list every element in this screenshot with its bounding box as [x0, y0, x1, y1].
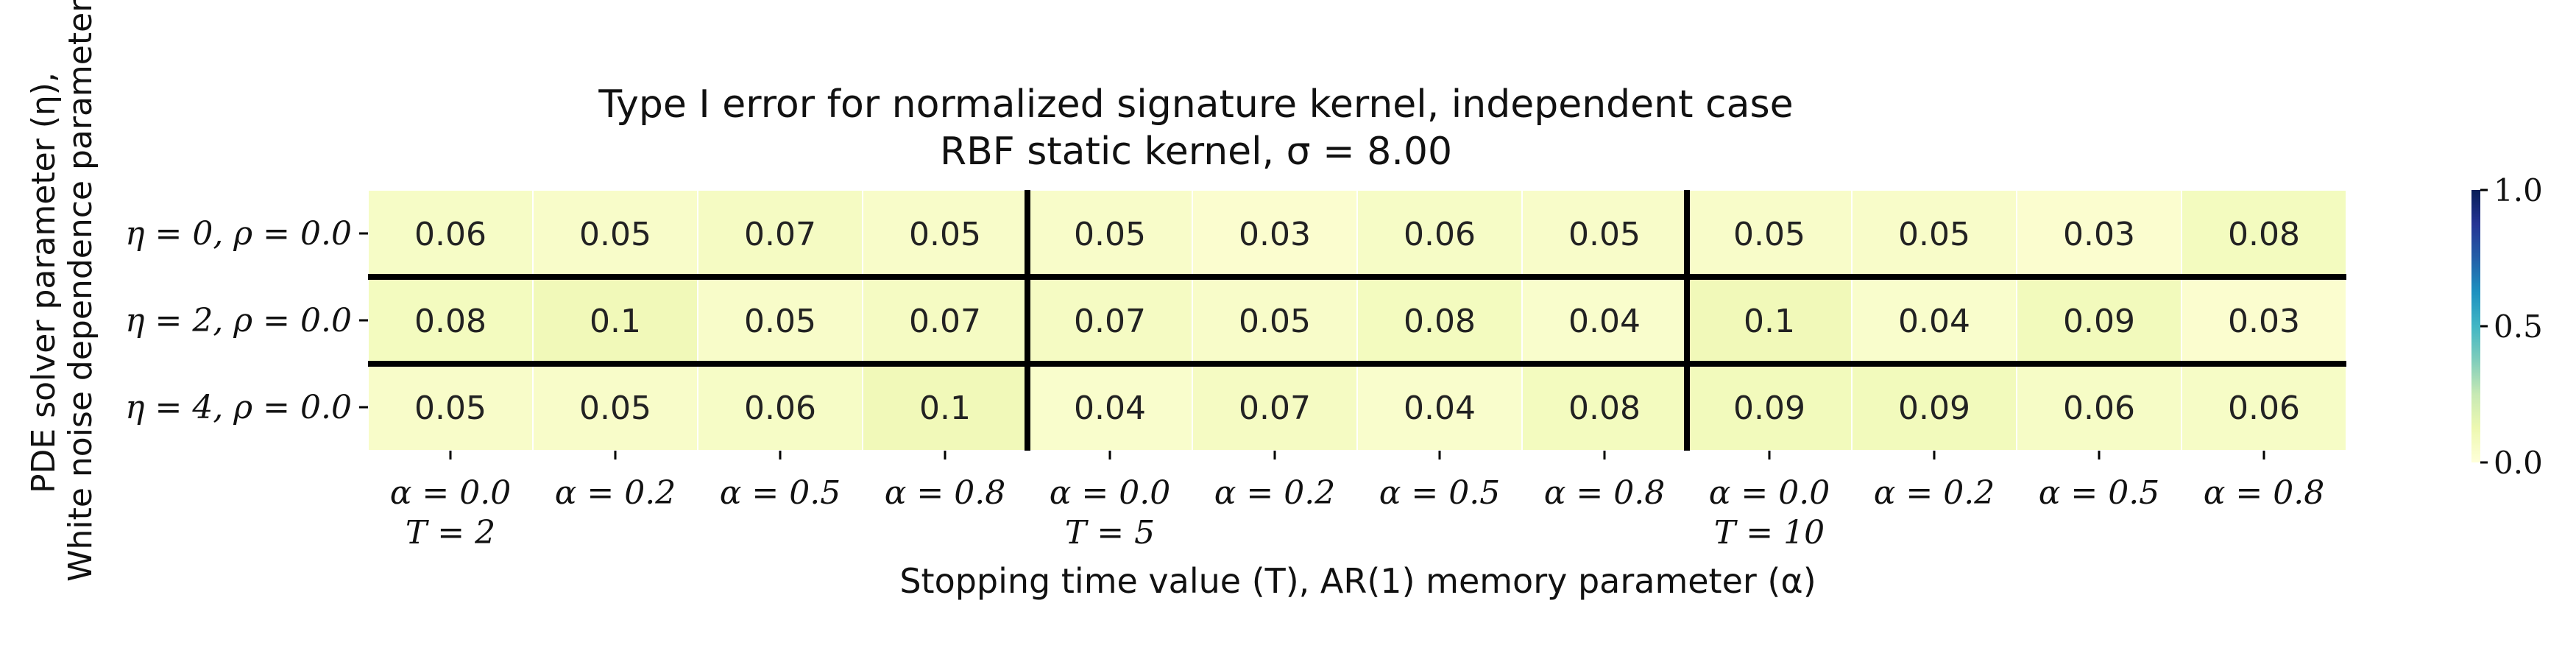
cell-value-label: 0.08	[1568, 390, 1641, 427]
cell-value-label: 0.08	[2228, 216, 2300, 253]
cell-value-label: 0.1	[590, 303, 641, 340]
cell-value-label: 0.05	[1898, 216, 1970, 253]
cell-value-label: 0.04	[1898, 303, 1970, 340]
col-alpha-label: α = 0.2	[555, 474, 676, 512]
cell-value-label: 0.09	[2063, 303, 2135, 340]
col-alpha-label: α = 0.8	[885, 474, 1006, 512]
cell-value-label: 0.06	[2228, 390, 2300, 427]
heatmap-cell	[1686, 363, 1853, 451]
cell-value-label: 0.06	[414, 216, 486, 253]
cell-value-label: 0.04	[1568, 303, 1641, 340]
heatmap-cell	[1192, 189, 1358, 278]
cell-value-label: 0.09	[1898, 390, 1970, 427]
row-label: η = 0, ρ = 0.0	[125, 215, 352, 253]
cell-value-label: 0.09	[1733, 390, 1805, 427]
chart-subtitle: RBF static kernel, σ = 8.00	[939, 130, 1453, 174]
col-alpha-label: α = 0.5	[720, 474, 841, 512]
cell-value-label: 0.03	[1239, 216, 1311, 253]
heatmap-cell	[862, 276, 1028, 364]
row-label: η = 4, ρ = 0.0	[125, 389, 352, 426]
cell-value-label: 0.04	[1404, 390, 1476, 427]
cell-value-label: 0.04	[1074, 390, 1146, 427]
row-label: η = 2, ρ = 0.0	[125, 302, 352, 339]
cell-value-label: 0.03	[2063, 216, 2135, 253]
cell-value-label: 0.06	[1404, 216, 1476, 253]
chart-title: Type I error for normalized signature ke…	[598, 82, 1794, 127]
cell-value-label: 0.08	[414, 303, 486, 340]
cell-value-label: 0.1	[919, 390, 971, 427]
cell-value-label: 0.05	[1074, 216, 1146, 253]
cell-value-label: 0.07	[1239, 390, 1311, 427]
cell-value-label: 0.05	[909, 216, 981, 253]
cell-value-label: 0.05	[579, 216, 651, 253]
col-alpha-label: α = 0.0	[1709, 474, 1830, 512]
colorbar-tick-label: 0.5	[2494, 309, 2543, 345]
col-alpha-label: α = 0.8	[1544, 474, 1666, 512]
heatmap-cell	[1686, 276, 1853, 364]
heatmap-cell	[1192, 276, 1358, 364]
cell-value-label: 0.05	[414, 390, 486, 427]
heatmap-cell	[1356, 189, 1523, 278]
heatmap-cell	[367, 363, 534, 451]
cell-value-label: 0.07	[744, 216, 816, 253]
heatmap-cell	[2181, 189, 2347, 278]
col-alpha-label: α = 0.0	[1050, 474, 1171, 512]
heatmap-cell	[2016, 276, 2182, 364]
cell-value-label: 0.03	[2228, 303, 2300, 340]
heatmap-cell	[1356, 363, 1523, 451]
colorbar-tick-label: 1.0	[2494, 172, 2543, 208]
heatmap-cell	[862, 363, 1028, 451]
heatmap-cell	[1851, 363, 2017, 451]
cell-value-label: 0.06	[744, 390, 816, 427]
cell-value-label: 0.1	[1744, 303, 1795, 340]
heatmap-cell	[1851, 189, 2017, 278]
col-alpha-label: α = 0.2	[1874, 474, 1995, 512]
cell-value-label: 0.05	[744, 303, 816, 340]
heatmap-cell	[1027, 276, 1193, 364]
heatmap-cell	[2181, 276, 2347, 364]
cell-value-label: 0.05	[1568, 216, 1641, 253]
heatmap-cell	[1521, 189, 1688, 278]
x-axis-label: Stopping time value (T), AR(1) memory pa…	[899, 561, 1816, 601]
cell-value-label: 0.05	[1239, 303, 1311, 340]
heatmap-cell	[697, 276, 863, 364]
col-alpha-label: α = 0.5	[1379, 474, 1501, 512]
heatmap-cell	[532, 276, 698, 364]
col-T-label: T = 10	[1714, 514, 1825, 552]
cell-value-label: 0.07	[909, 303, 981, 340]
cell-value-label: 0.05	[1733, 216, 1805, 253]
cell-value-label: 0.06	[2063, 390, 2135, 427]
col-T-label: T = 5	[1065, 514, 1155, 552]
col-alpha-label: α = 0.5	[2039, 474, 2160, 512]
heatmap-cell	[2016, 363, 2182, 451]
cell-value-label: 0.07	[1074, 303, 1146, 340]
col-T-label: T = 2	[406, 514, 495, 552]
colorbar-tick-label: 0.0	[2494, 445, 2543, 481]
heatmap-cell	[1356, 276, 1523, 364]
heatmap-cell	[697, 363, 863, 451]
heatmap-cell	[1851, 276, 2017, 364]
heatmap-cell	[2016, 189, 2182, 278]
col-alpha-label: α = 0.2	[1214, 474, 1336, 512]
col-alpha-label: α = 0.8	[2204, 474, 2325, 512]
colorbar	[2471, 190, 2480, 462]
cell-value-label: 0.05	[579, 390, 651, 427]
cell-value-label: 0.08	[1404, 303, 1476, 340]
heatmap-cell	[532, 363, 698, 451]
col-alpha-label: α = 0.0	[390, 474, 512, 512]
